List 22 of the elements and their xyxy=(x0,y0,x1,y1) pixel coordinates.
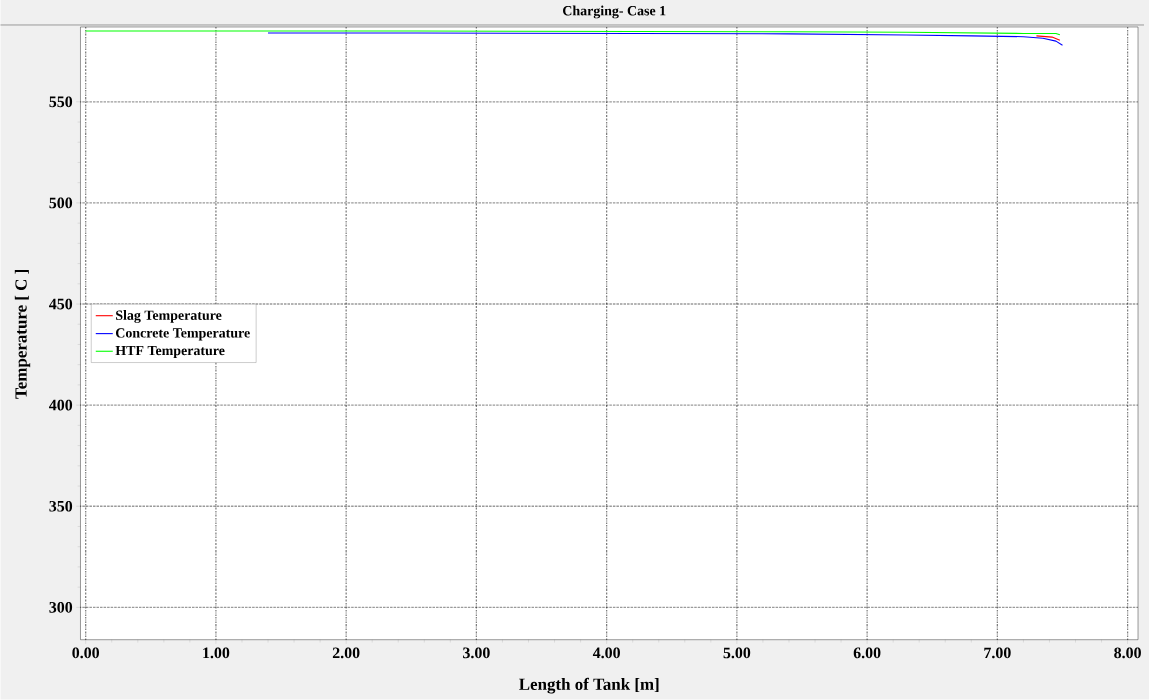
y-axis-title: Temperature [ C ] xyxy=(14,270,31,399)
line-series xyxy=(267,32,1064,46)
y-tick-label: 350 xyxy=(49,501,73,512)
legend-label: Concrete Temperature xyxy=(116,328,250,341)
x-tick-label: 0.00 xyxy=(72,647,100,659)
y-tick-label: 550 xyxy=(49,96,73,108)
y-tick-label: 500 xyxy=(49,197,73,209)
x-tick-label: 2.00 xyxy=(332,647,360,659)
x-axis-title: Length of Tank [m] xyxy=(519,678,659,694)
x-tick-label: 5.00 xyxy=(723,647,751,659)
legend-label: Slag Temperature xyxy=(116,310,222,324)
x-tick-label: 4.00 xyxy=(592,647,620,659)
chart-title: Charging- Case 1 xyxy=(563,5,666,19)
x-tick-label: 6.00 xyxy=(853,647,881,659)
y-tick-label: 300 xyxy=(49,602,73,613)
y-tick-label: 400 xyxy=(49,399,73,411)
x-tick-label: 7.00 xyxy=(984,647,1011,659)
x-tick-label: 3.00 xyxy=(463,647,490,659)
legend-label: HTF Temperature xyxy=(115,346,225,359)
x-tick-label: 1.00 xyxy=(203,647,230,659)
y-tick-label: 450 xyxy=(49,298,73,310)
x-tick-label: 8.00 xyxy=(1114,647,1141,659)
